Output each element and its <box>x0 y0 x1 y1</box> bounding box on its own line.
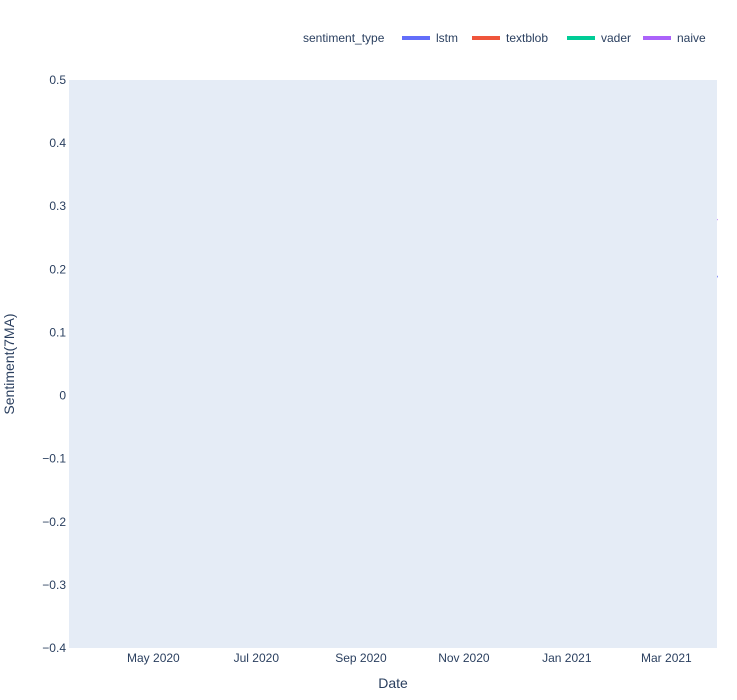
x-axis-title: Date <box>378 675 408 691</box>
x-tick-label: Mar 2021 <box>641 651 692 665</box>
x-axis-ticks: May 2020 Jul 2020 Sep 2020 Nov 2020 Jan 2021… <box>127 651 692 665</box>
legend-item-lstm[interactable]: lstm <box>402 31 458 45</box>
y-tick-label: 0 <box>59 389 66 403</box>
legend-label: naive <box>677 31 706 45</box>
y-tick-label: 0.1 <box>49 325 66 339</box>
x-tick-label: Nov 2020 <box>438 651 490 665</box>
y-tick-label: 0.4 <box>49 136 66 150</box>
x-tick-label: Jan 2021 <box>542 651 592 665</box>
legend-label: textblob <box>506 31 548 45</box>
legend-label: lstm <box>436 31 458 45</box>
legend-item-vader[interactable]: vader <box>567 31 631 45</box>
legend-label: vader <box>601 31 631 45</box>
plot-area <box>69 80 717 648</box>
y-tick-label: −0.2 <box>42 515 66 529</box>
y-tick-label: −0.1 <box>42 452 66 466</box>
y-tick-label: −0.4 <box>42 641 66 655</box>
legend: sentiment_type lstm textblob vader naive <box>303 31 706 45</box>
y-tick-label: 0.3 <box>49 199 66 213</box>
y-tick-label: 0.5 <box>49 73 66 87</box>
legend-title: sentiment_type <box>303 31 385 45</box>
x-tick-label: Sep 2020 <box>335 651 387 665</box>
y-tick-label: 0.2 <box>49 262 66 276</box>
legend-items: lstm textblob vader naive <box>402 31 706 45</box>
x-tick-label: May 2020 <box>127 651 180 665</box>
y-axis-title: Sentiment(7MA) <box>1 313 17 414</box>
legend-item-naive[interactable]: naive <box>643 31 706 45</box>
y-tick-label: −0.3 <box>42 578 66 592</box>
legend-item-textblob[interactable]: textblob <box>472 31 548 45</box>
y-axis-ticks: −0.4 −0.3 −0.2 −0.1 0 0.1 0.2 0.3 0.4 0.5 <box>42 73 66 655</box>
x-tick-label: Jul 2020 <box>234 651 280 665</box>
